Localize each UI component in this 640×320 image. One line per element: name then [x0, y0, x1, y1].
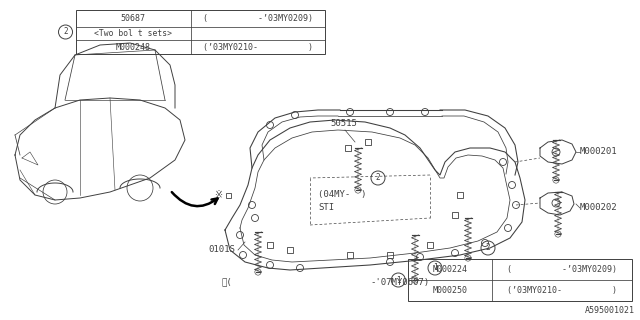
Text: <Two bol t sets>: <Two bol t sets>: [94, 29, 172, 38]
Text: M000201: M000201: [580, 148, 618, 156]
Text: M000202: M000202: [580, 204, 618, 212]
Text: (’03MY0210-          ): (’03MY0210- ): [203, 43, 313, 52]
Text: M000248: M000248: [116, 43, 150, 52]
Bar: [365, 139, 371, 145]
Bar: [427, 242, 433, 248]
Bar: [347, 252, 353, 258]
Bar: [387, 252, 393, 258]
Bar: [408, 259, 632, 301]
Text: 0101S: 0101S: [208, 245, 235, 254]
Text: 2: 2: [486, 244, 490, 252]
Text: -'07MY0607): -'07MY0607): [370, 277, 429, 286]
Text: 2: 2: [376, 173, 380, 182]
Bar: [457, 192, 463, 198]
Text: (          -’03MY0209): ( -’03MY0209): [507, 265, 617, 274]
Text: 2: 2: [63, 28, 68, 36]
Bar: [452, 212, 458, 218]
Text: M000250: M000250: [433, 286, 467, 295]
Text: STI: STI: [318, 204, 334, 212]
Text: 1: 1: [433, 263, 437, 273]
Text: 1: 1: [396, 276, 401, 284]
Bar: [225, 193, 230, 197]
Text: 50515: 50515: [330, 119, 357, 128]
Bar: [287, 247, 293, 253]
Bar: [267, 242, 273, 248]
Text: (’03MY0210-          ): (’03MY0210- ): [507, 286, 617, 295]
Text: ※(: ※(: [222, 277, 233, 286]
Text: M000224: M000224: [433, 265, 467, 274]
Text: A595001021: A595001021: [585, 306, 635, 315]
Bar: [345, 145, 351, 151]
Bar: [76, 10, 325, 54]
Text: (          -’03MY0209): ( -’03MY0209): [203, 14, 313, 23]
Text: (04MY-  ): (04MY- ): [318, 190, 366, 199]
Text: ※: ※: [214, 190, 222, 200]
Text: 50687: 50687: [120, 14, 146, 23]
